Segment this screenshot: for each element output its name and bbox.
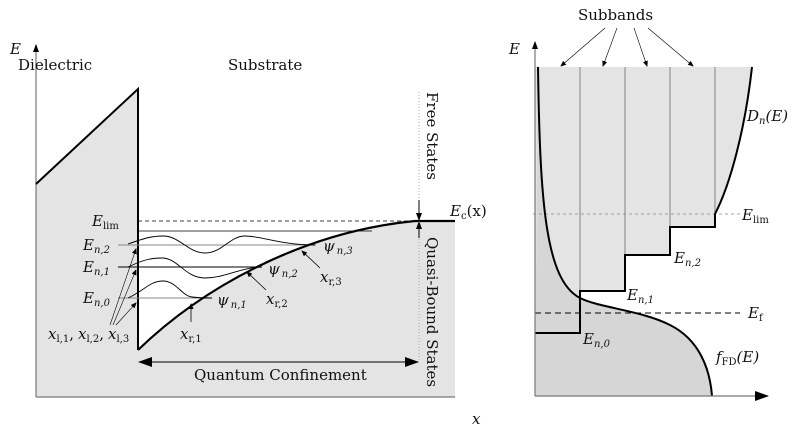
- level-sub: n,1: [638, 295, 654, 306]
- wavefunction-n3: [127, 235, 316, 254]
- density-of-states-panel: E Subbands Dn(E) Elim Ef En,2 En,1 En,0 …: [508, 6, 788, 401]
- conduction-band-curve: [137, 219, 455, 351]
- xl-arrow-1: [109, 248, 137, 326]
- level-main: E: [82, 289, 94, 307]
- position-axis-label: x: [472, 410, 481, 428]
- psi-main: ψ: [217, 291, 229, 309]
- level-n2-label-right: En,2: [673, 249, 701, 269]
- xr-sub: r,1: [188, 334, 201, 345]
- ec-sub: c: [461, 211, 467, 222]
- psi-main: ψ: [268, 260, 280, 278]
- subband-dividers: [579, 67, 716, 291]
- psi-sub: n,1: [231, 300, 247, 311]
- wavefunction-n1: [127, 280, 213, 299]
- psi-sub: n,3: [337, 246, 353, 257]
- level-n1-label: En,1: [82, 258, 110, 278]
- xl2-sub: l,2: [86, 334, 99, 345]
- dielectric-region: [36, 89, 138, 397]
- level-sub: n,0: [94, 298, 111, 309]
- substrate-region: [138, 221, 455, 397]
- psi-main: ψ: [323, 237, 335, 255]
- xl1-main: x: [48, 325, 57, 343]
- subband-arrow-1: [560, 27, 606, 67]
- level-n1-label-right: En,1: [626, 286, 654, 306]
- xr-main: x: [180, 325, 189, 343]
- dos-staircase: [535, 66, 753, 334]
- ec-main: E: [449, 202, 461, 220]
- level-sub: n,2: [94, 245, 110, 256]
- xr1-label: xr,1: [180, 325, 202, 345]
- xr3-label: xr,3: [320, 268, 342, 288]
- ec-tail: (x): [467, 202, 487, 220]
- e-lim-label-right: Elim: [741, 206, 769, 226]
- e-lim-main: E: [741, 206, 753, 224]
- fermi-sub: FD: [722, 357, 737, 368]
- substrate-label: Substrate: [228, 56, 302, 74]
- subband-arrow-3: [633, 27, 648, 67]
- fermi-dirac-curve: [537, 66, 713, 397]
- level-main: E: [626, 286, 638, 304]
- ef-sub: f: [759, 313, 764, 324]
- level-sub: n,0: [594, 339, 611, 350]
- psi-n1-label: ψ n,1: [217, 291, 247, 311]
- psi-sub: n,2: [282, 269, 298, 280]
- level-main: E: [82, 258, 94, 276]
- xr3-arrow: [301, 250, 321, 269]
- dos-label: Dn(E): [746, 107, 788, 127]
- wavefunction-n2: [127, 257, 263, 279]
- level-n0-label: En,0: [82, 289, 111, 309]
- dos-sub: n: [759, 116, 765, 127]
- xr2-arrow: [246, 271, 267, 291]
- fermi-main: f: [715, 348, 724, 366]
- fermi-dirac-label: fFD(E): [715, 348, 759, 368]
- ec-label: Ec(x): [449, 202, 487, 222]
- xr-main: x: [266, 290, 275, 308]
- xr-sub: r,3: [328, 277, 341, 288]
- subband-fill: [535, 67, 752, 333]
- energy-axis-label: E: [9, 40, 21, 58]
- subbands-label: Subbands: [578, 6, 653, 24]
- level-sub: n,1: [94, 267, 110, 278]
- fermi-level-label: Ef: [747, 304, 764, 324]
- separator: ,: [69, 325, 74, 343]
- ef-main: E: [747, 304, 759, 322]
- quantum-confinement-label: Quantum Confinement: [194, 366, 367, 384]
- level-n2-label: En,2: [82, 236, 110, 256]
- energy-axis-label-right: E: [508, 40, 520, 58]
- e-lim-main: E: [91, 212, 103, 230]
- e-lim-sub: lim: [753, 215, 769, 226]
- xl3-main: x: [108, 325, 117, 343]
- band-diagram-panel: E x Free States Quasi-Bound States Quant…: [9, 40, 487, 428]
- xr2-label: xr,2: [266, 290, 288, 310]
- dos-tail: (E): [765, 107, 788, 125]
- level-main: E: [82, 236, 94, 254]
- left-turning-points-label: xl,1, xl,2, xl,3: [48, 325, 129, 345]
- level-sub: n,2: [685, 258, 701, 269]
- level-main: E: [673, 249, 685, 267]
- level-n0-label-right: En,0: [582, 330, 611, 350]
- xl-arrow-2: [112, 269, 137, 326]
- subband-arrow-2: [602, 27, 618, 67]
- level-main: E: [582, 330, 594, 348]
- subband-arrow-4: [647, 27, 694, 67]
- fermi-tail: (E): [737, 348, 760, 366]
- free-states-label: Free States: [423, 92, 441, 180]
- xr-sub: r,2: [274, 299, 287, 310]
- psi-n2-label: ψ n,2: [268, 260, 298, 280]
- psi-n3-label: ψ n,3: [323, 237, 353, 257]
- xr-main: x: [320, 268, 329, 286]
- xl2-main: x: [78, 325, 87, 343]
- dielectric-label: Dielectric: [18, 56, 92, 74]
- xl3-sub: l,3: [116, 334, 129, 345]
- dos-main: D: [746, 107, 759, 125]
- xl-arrow-3: [115, 302, 137, 326]
- e-lim-sub: lim: [103, 221, 119, 232]
- e-lim-label: Elim: [91, 212, 119, 232]
- separator: ,: [99, 325, 104, 343]
- xl1-sub: l,1: [56, 334, 69, 345]
- quasi-bound-states-label: Quasi-Bound States: [423, 237, 441, 387]
